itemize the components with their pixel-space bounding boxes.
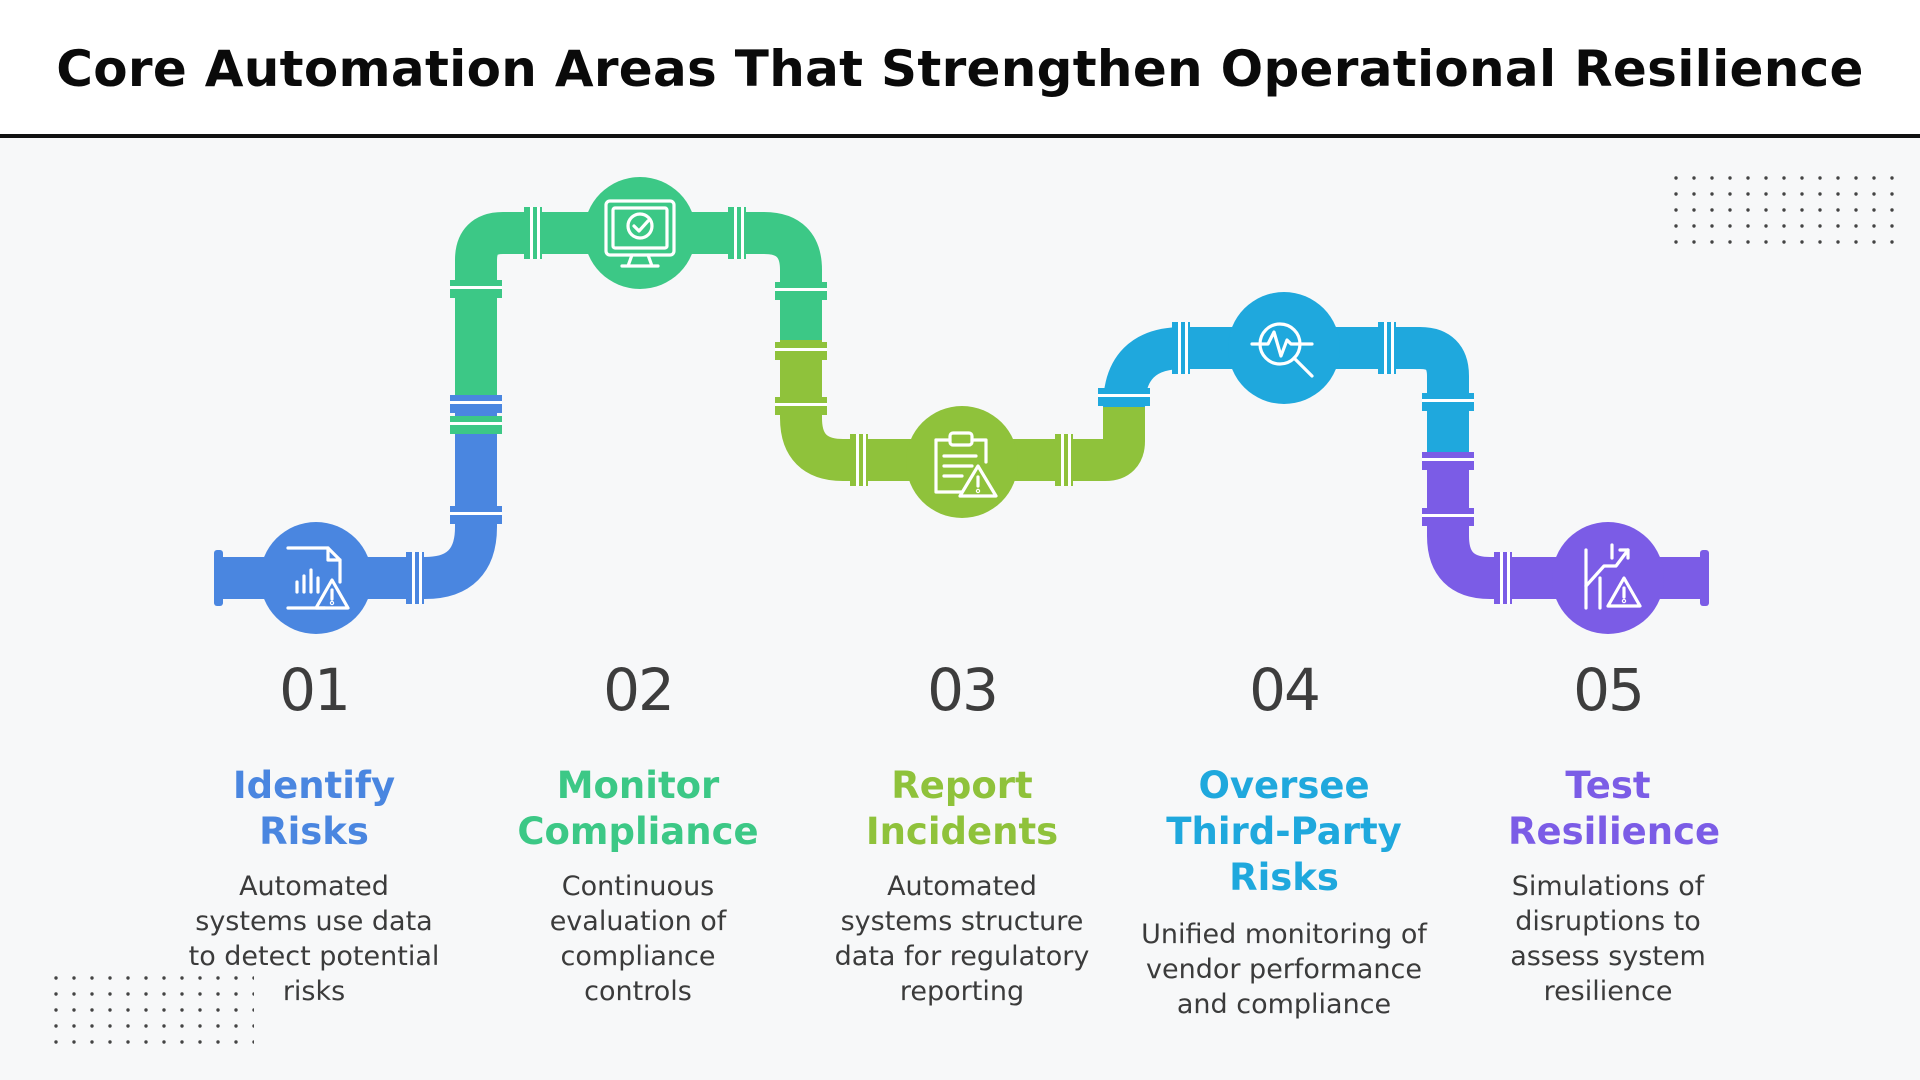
step-5-node [1552,522,1664,634]
step-number: 04 [1249,656,1321,724]
pipe-coupling [1507,552,1510,604]
step-description: Unified monitoring of vendor performance… [1141,919,1427,1020]
step-number: 05 [1573,656,1645,724]
pipe-coupling [1422,399,1474,402]
step-description: Automated systems use data to detect pot… [188,871,440,1007]
pipe-coupling [1178,322,1181,374]
pipe-coupling [450,401,502,404]
pipe-coupling [741,207,744,259]
pipe-coupling [412,552,415,604]
pipe-end-cap [214,550,223,606]
pipe-coupling [1061,434,1064,486]
pipe-segment-green [455,212,822,410]
header: Core Automation Areas That Strengthen Op… [0,0,1920,138]
pipe-end-cap [1700,550,1709,606]
step-title: Monitor Compliance [517,764,759,853]
pipe-coupling [775,288,827,291]
step-2-node [584,177,696,289]
step-description: Simulations of disruptions to assess sys… [1510,871,1706,1007]
step-title: Report Incidents [865,764,1059,853]
pipe-coupling [1500,552,1503,604]
pipe-coupling [1422,458,1474,461]
pipe-coupling [1185,322,1188,374]
pipe-coupling [1384,322,1387,374]
pipe-coupling [450,512,502,515]
step-3: 03 Report Incidents Automated systems st… [812,655,1112,1009]
pipe-coupling [863,434,866,486]
step-4-node [1228,292,1340,404]
step-4: 04 Oversee Third-Party Risks Unified mon… [1134,655,1434,1022]
step-3-node [906,406,1018,518]
pipe-coupling [1391,322,1394,374]
pipe-coupling [1098,394,1150,397]
clipboard-warning-icon [934,431,998,498]
pipe-coupling [734,207,737,259]
step-number: 01 [279,656,351,724]
pipe-coupling [775,403,827,406]
step-2: 02 Monitor Compliance Continuous evaluat… [488,655,788,1009]
step-title: Oversee Third-Party Risks [1166,764,1402,899]
step-description: Continuous evaluation of compliance cont… [549,871,727,1007]
monitor-checkmark-icon [604,199,676,268]
magnifier-pulse-icon [1250,322,1314,378]
pipe-coupling [1422,514,1474,517]
pipe-segment-lime [780,340,1145,481]
pipe-coupling [1068,434,1071,486]
dot-grid-bottom-left [42,968,254,1054]
pipe-coupling [775,348,827,351]
step-description: Automated systems structure data for reg… [834,871,1090,1007]
step-5: 05 Test Resilience Simulations of disrup… [1458,655,1758,1009]
pipe-coupling [537,207,540,259]
dot-grid-top-right [1672,170,1902,256]
pipe-coupling [419,552,422,604]
pipe-coupling [450,286,502,289]
pipe-segment-purple [1427,460,1706,599]
step-title: Identify Risks [232,764,396,853]
pipe-coupling [530,207,533,259]
trend-chart-warning-icon [1584,543,1642,610]
step-1-node [260,522,372,634]
step-number: 03 [927,656,999,724]
step-number: 02 [603,656,675,724]
step-title: Test Resilience [1508,764,1721,853]
pipe-coupling [856,434,859,486]
step-1: 01 Identify Risks Automated systems use … [164,655,464,1009]
pipe-coupling [450,422,502,425]
pipe-segment-blue [219,410,497,599]
document-chart-warning-icon [286,546,350,610]
page-title: Core Automation Areas That Strengthen Op… [56,40,1864,98]
